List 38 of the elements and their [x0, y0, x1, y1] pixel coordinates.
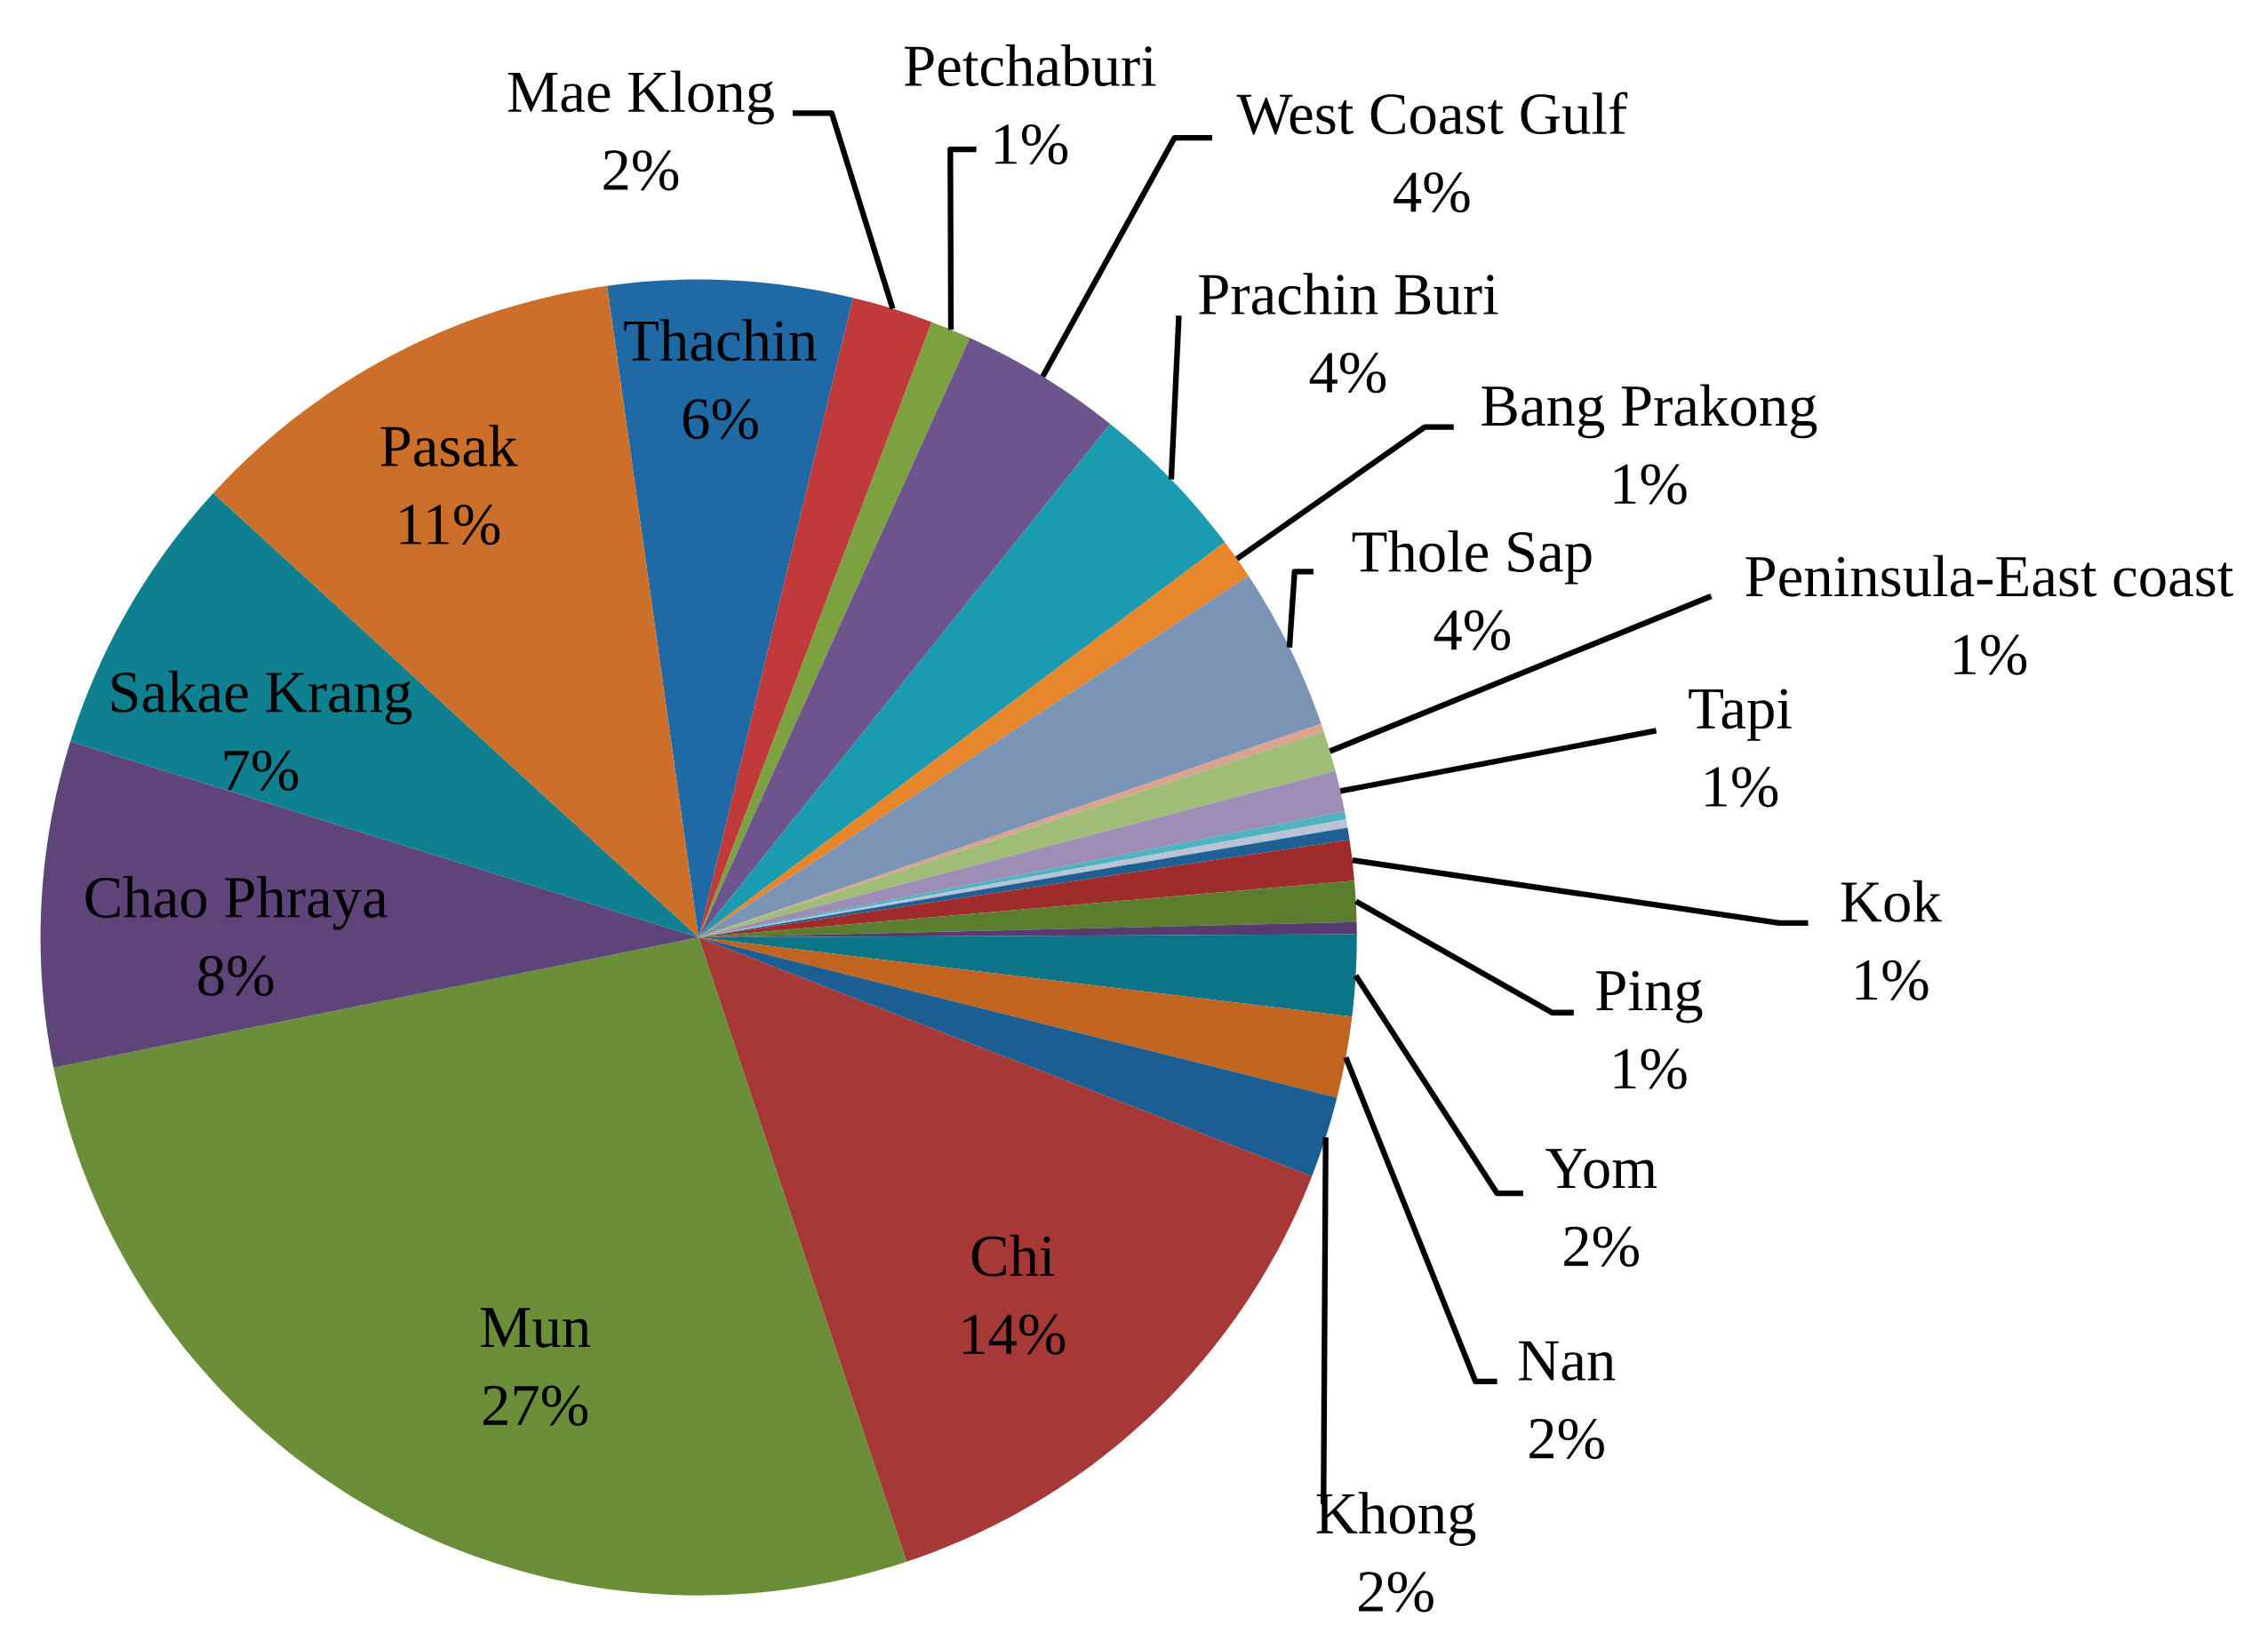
data-label: 1%: [1614, 464, 1687, 505]
slice-label: Chao Phraya: [85, 875, 387, 930]
slice-label: West Coast Gulf: [1236, 92, 1628, 135]
slice-label: Prachin Buri: [1199, 273, 1498, 315]
slice-label: Mun: [481, 1308, 591, 1348]
data-label: 4%: [1433, 609, 1511, 651]
slice-label: Chi: [971, 1234, 1055, 1277]
data-label: 11%: [400, 504, 500, 546]
data-label: 7%: [224, 750, 299, 791]
data-label: 6%: [683, 399, 758, 440]
data-label: 4%: [1394, 171, 1470, 213]
slice-label: Tapi: [1689, 689, 1792, 741]
data-label: 1%: [1856, 960, 1929, 1000]
data-label: 2%: [1564, 1226, 1639, 1267]
slice-label: Thole Sap: [1352, 530, 1592, 585]
slice-label: Peninsula-East coast: [1745, 554, 2233, 597]
data-label: 14%: [962, 1314, 1066, 1355]
data-label: 1%: [1614, 1048, 1687, 1089]
data-label: 2%: [1529, 1418, 1604, 1460]
slice-label: Thachin: [624, 319, 817, 362]
slice-label: Nan: [1519, 1341, 1616, 1382]
data-label: 1%: [1954, 634, 2027, 675]
data-label: 2%: [1359, 1572, 1433, 1613]
slice-label: Ping: [1596, 970, 1703, 1024]
slice-label: Sakae Krang: [111, 670, 412, 725]
slice-label: Petchaburi: [905, 44, 1156, 87]
data-label: 27%: [483, 1385, 588, 1426]
slice-label: Yom: [1545, 1149, 1657, 1189]
slice-label: Khong: [1316, 1492, 1476, 1547]
data-label: 1%: [995, 123, 1068, 165]
slice-label: Mae Klong: [507, 70, 774, 125]
slice-label: Kok: [1841, 880, 1942, 922]
slice-label: Bang Prakong: [1481, 384, 1817, 439]
data-label: 1%: [1705, 767, 1778, 808]
data-label: 8%: [198, 955, 274, 997]
slice-label: Pasak: [380, 425, 518, 467]
data-label: 2%: [603, 150, 679, 191]
data-label: 4%: [1309, 353, 1386, 394]
